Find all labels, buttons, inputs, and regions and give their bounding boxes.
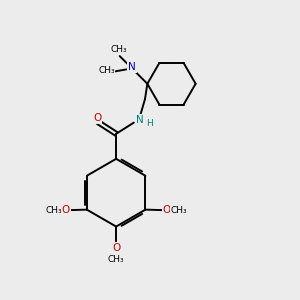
- Text: CH₃: CH₃: [170, 206, 187, 215]
- Text: O: O: [93, 113, 101, 124]
- Text: CH₃: CH₃: [98, 66, 115, 75]
- Text: O: O: [112, 243, 120, 253]
- Text: CH₃: CH₃: [108, 255, 124, 264]
- Text: O: O: [163, 205, 171, 215]
- Text: N: N: [136, 115, 144, 125]
- Text: CH₃: CH₃: [111, 45, 128, 54]
- Text: CH₃: CH₃: [45, 206, 62, 215]
- Text: H: H: [146, 119, 152, 128]
- Text: O: O: [61, 205, 70, 215]
- Text: N: N: [128, 62, 136, 72]
